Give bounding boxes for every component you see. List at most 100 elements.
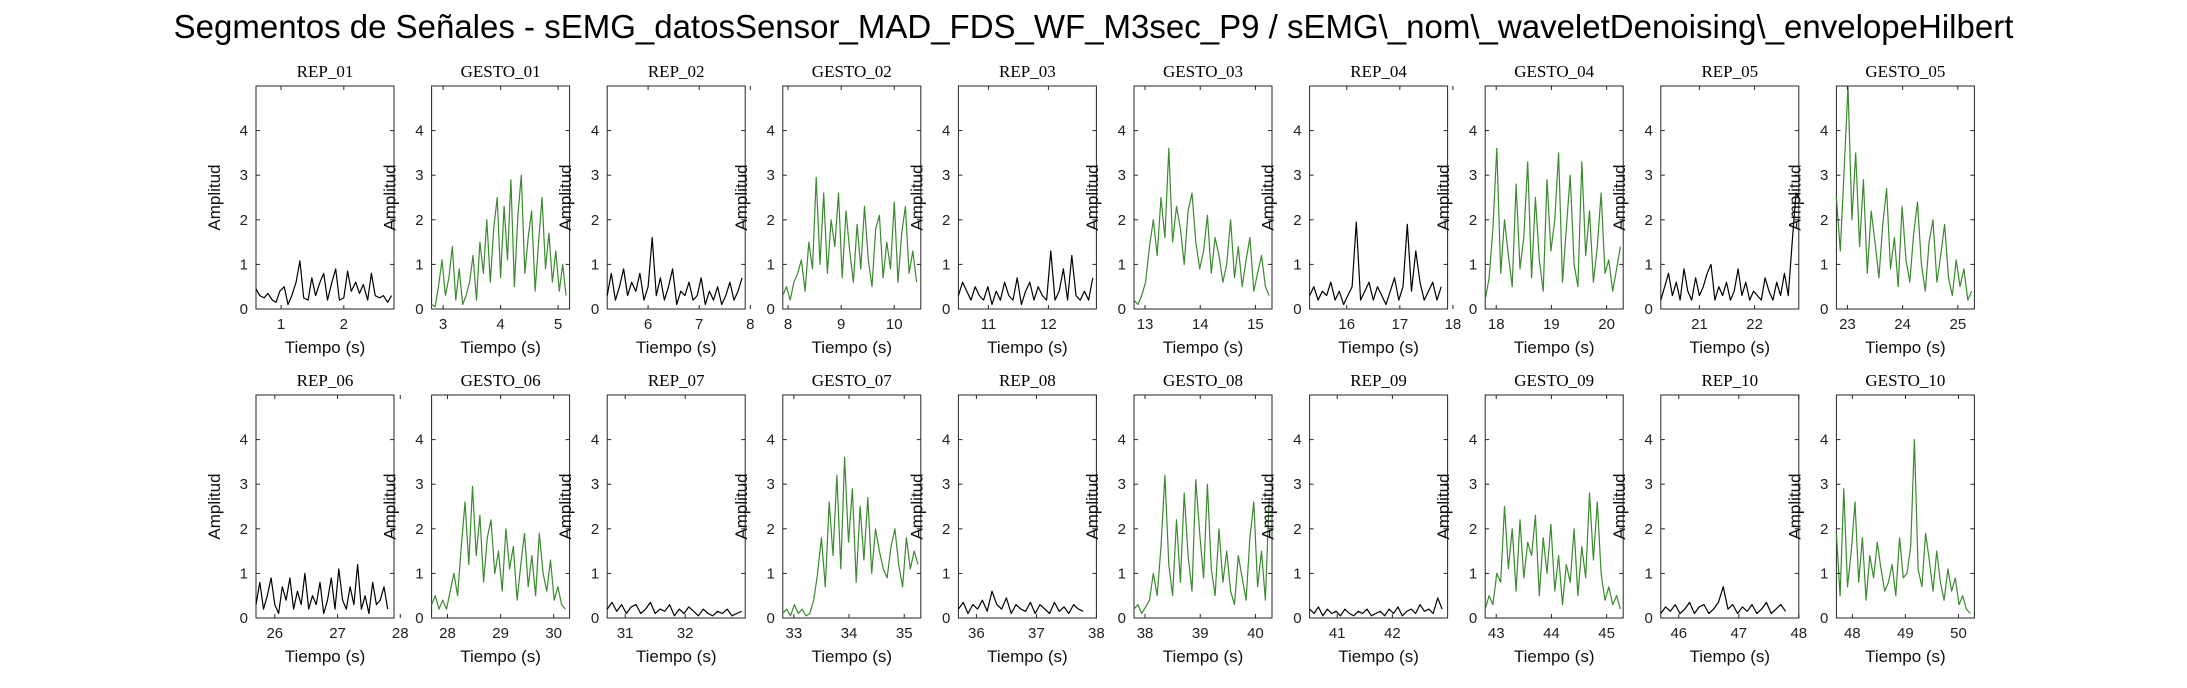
y-tick-label: 3 [766, 167, 774, 184]
subplot-rep-08: 0 1 2 3 4 36 37 38 REP_08 Tiempo (s) Amplitud [907, 371, 1104, 666]
subplot-title: REP_09 [1350, 371, 1407, 390]
y-axis-label: Amplitud [907, 164, 926, 230]
subplot-title: REP_08 [999, 371, 1056, 390]
x-tick-label: 27 [329, 625, 346, 642]
x-axis-label: Tiempo (s) [1338, 647, 1419, 666]
y-tick-label: 4 [1118, 123, 1126, 140]
x-tick-label: 50 [1950, 625, 1967, 642]
x-axis-label: Tiempo (s) [1514, 338, 1595, 357]
y-tick-label: 0 [415, 301, 423, 318]
x-tick-label: 22 [1746, 316, 1763, 333]
subplot-gesto-04: 0 1 2 3 4 18 19 20 GESTO_04 Tiempo (s) Amplitud [1434, 62, 1624, 357]
y-tick-label: 4 [766, 432, 774, 449]
y-axis-label: Amplitud [205, 473, 224, 539]
x-tick-label: 3 [439, 316, 447, 333]
y-tick-label: 1 [1644, 256, 1652, 273]
axes-box [1835, 85, 1975, 310]
series-line [1835, 85, 1973, 301]
y-axis-label: Amplitud [732, 164, 751, 230]
y-tick-label: 1 [1820, 256, 1828, 273]
y-axis-label: Amplitud [732, 473, 751, 539]
subplot-title: REP_03 [999, 62, 1056, 81]
y-tick-label: 3 [240, 167, 248, 184]
y-tick-label: 2 [415, 212, 423, 229]
axes-box [1133, 85, 1273, 310]
y-tick-label: 3 [1644, 476, 1652, 493]
y-tick-label: 2 [1644, 521, 1652, 538]
y-tick-label: 2 [942, 212, 950, 229]
subplot-title: REP_01 [297, 62, 354, 81]
subplot-title: REP_07 [648, 371, 705, 390]
series-line [1133, 147, 1270, 306]
y-tick-label: 0 [1293, 301, 1301, 318]
series-line [606, 601, 742, 617]
axes-box [1660, 394, 1800, 619]
axes-box [957, 85, 1097, 310]
y-tick-label: 4 [1469, 432, 1477, 449]
x-axis-label: Tiempo (s) [1338, 338, 1419, 357]
x-tick-label: 37 [1028, 625, 1045, 642]
axes-box [606, 85, 746, 310]
subplot-gesto-03: 0 1 2 3 4 13 14 15 GESTO_03 Tiempo (s) Amplitud [1083, 62, 1273, 357]
y-tick-label: 1 [766, 256, 774, 273]
y-tick-label: 3 [766, 476, 774, 493]
y-tick-label: 3 [1820, 167, 1828, 184]
series-line [1309, 221, 1442, 306]
subplot-gesto-10: 0 1 2 3 4 48 49 50 GESTO_10 Tiempo (s) Amplitud [1785, 371, 1975, 666]
x-tick-label: 1 [277, 316, 285, 333]
x-tick-label: 29 [492, 625, 509, 642]
y-tick-label: 0 [415, 610, 423, 627]
y-tick-label: 2 [1469, 212, 1477, 229]
y-tick-label: 2 [240, 212, 248, 229]
y-tick-label: 0 [942, 610, 950, 627]
y-tick-label: 2 [1469, 521, 1477, 538]
x-axis-label: Tiempo (s) [1865, 647, 1946, 666]
y-tick-label: 1 [415, 565, 423, 582]
x-axis-label: Tiempo (s) [987, 338, 1068, 357]
x-tick-label: 36 [968, 625, 985, 642]
x-tick-label: 5 [554, 316, 562, 333]
subplot-title: REP_10 [1701, 371, 1758, 390]
y-tick-label: 0 [1820, 301, 1828, 318]
y-tick-label: 2 [1820, 521, 1828, 538]
subplot-gesto-08: 0 1 2 3 4 38 39 40 GESTO_08 Tiempo (s) Amplitud [1083, 371, 1273, 666]
subplot-title: GESTO_05 [1865, 62, 1945, 81]
subplot-gesto-01: 0 1 2 3 4 3 4 5 GESTO_01 Tiempo (s) Amplitud [381, 62, 571, 357]
series-line [431, 174, 567, 308]
y-tick-label: 4 [415, 432, 423, 449]
x-tick-label: 18 [1445, 316, 1462, 333]
series-line [957, 250, 1094, 306]
subplot-rep-01: 0 1 2 3 4 1 2 REP_01 Tiempo (s) Amplitud [205, 62, 395, 357]
x-tick-label: 49 [1897, 625, 1914, 642]
y-tick-label: 1 [766, 565, 774, 582]
y-tick-label: 1 [591, 256, 599, 273]
x-axis-label: Tiempo (s) [285, 338, 366, 357]
x-tick-label: 10 [886, 316, 903, 333]
subplot-title: GESTO_04 [1514, 62, 1594, 81]
x-tick-label: 44 [1543, 625, 1560, 642]
y-tick-label: 4 [1293, 432, 1301, 449]
series-line [1835, 439, 1971, 614]
subplot-title: GESTO_08 [1163, 371, 1243, 390]
y-axis-label: Amplitud [381, 473, 400, 539]
y-tick-label: 1 [1469, 565, 1477, 582]
x-tick-label: 13 [1137, 316, 1154, 333]
series-line [782, 176, 918, 301]
y-tick-label: 4 [1644, 432, 1652, 449]
y-tick-label: 4 [942, 432, 950, 449]
y-tick-label: 4 [1644, 123, 1652, 140]
y-axis-label: Amplitud [556, 473, 575, 539]
y-tick-label: 4 [942, 123, 950, 140]
y-axis-label: Amplitud [1785, 473, 1804, 539]
series-line [1309, 597, 1443, 617]
y-tick-label: 0 [240, 301, 248, 318]
y-tick-label: 0 [591, 610, 599, 627]
subplot-title: REP_04 [1350, 62, 1407, 81]
y-tick-label: 1 [1820, 565, 1828, 582]
y-tick-label: 1 [942, 565, 950, 582]
x-tick-label: 19 [1543, 316, 1560, 333]
y-tick-label: 1 [415, 256, 423, 273]
series-line [782, 456, 919, 617]
x-tick-label: 6 [644, 316, 652, 333]
